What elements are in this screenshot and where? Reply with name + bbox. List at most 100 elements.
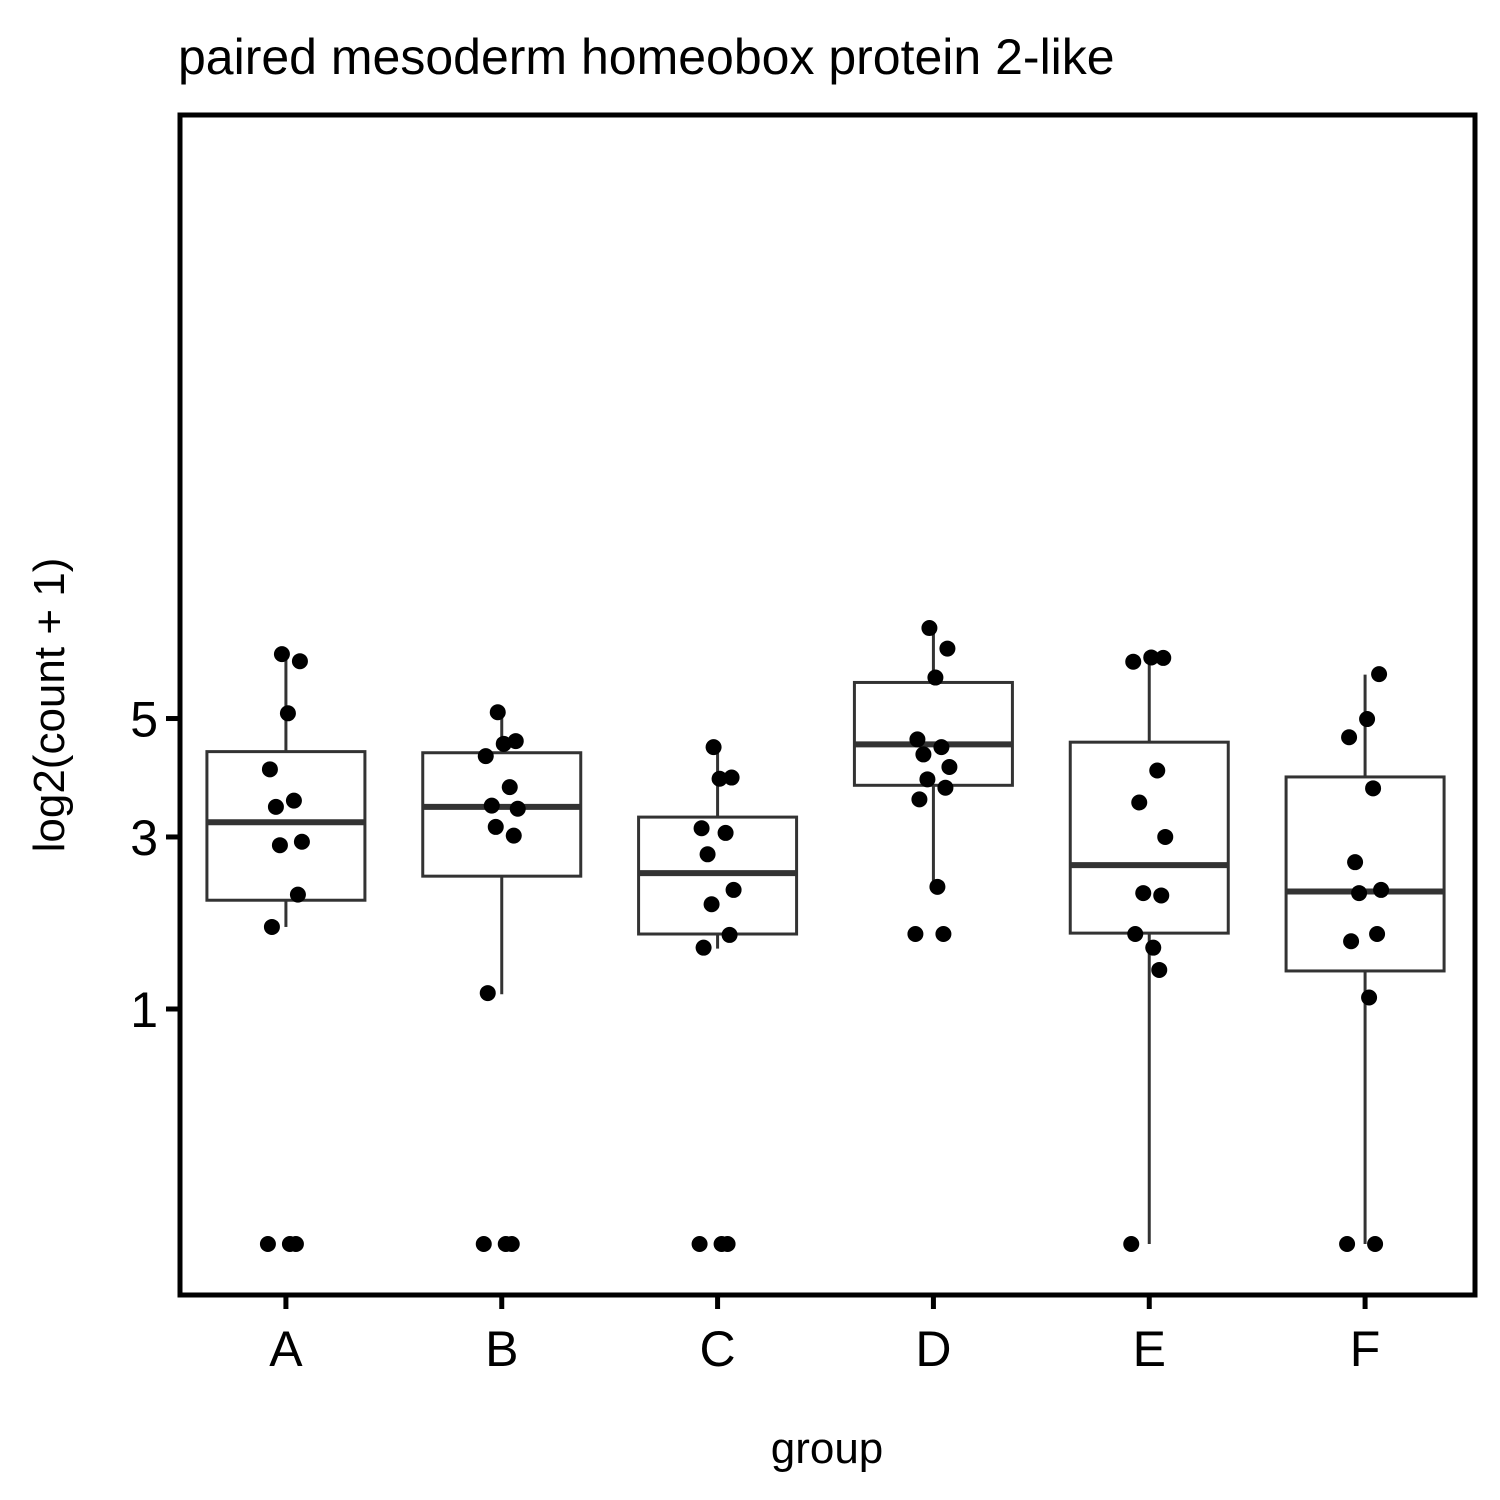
data-point [717, 824, 734, 841]
data-point [487, 818, 504, 835]
data-point [285, 792, 302, 809]
boxes-layer [205, 628, 1446, 1244]
data-point [281, 1236, 298, 1252]
data-point [711, 770, 728, 787]
data-point [1351, 885, 1368, 902]
data-point [259, 1236, 276, 1252]
x-tick-label: F [1350, 1321, 1381, 1377]
box-group-E [1068, 659, 1230, 1244]
data-point [271, 837, 288, 854]
data-point [939, 640, 956, 657]
box-iqr [1284, 775, 1446, 973]
x-axis: A B C D E F [269, 1295, 1380, 1377]
data-point [507, 733, 524, 750]
data-point [921, 620, 938, 637]
data-point [1127, 926, 1144, 943]
y-tick-label: 1 [130, 982, 158, 1038]
data-point [279, 705, 296, 722]
data-point [497, 1236, 514, 1252]
data-point [911, 791, 928, 808]
data-point [695, 939, 712, 956]
data-point [479, 985, 496, 1002]
x-tick-label: C [700, 1321, 736, 1377]
data-point [1153, 887, 1170, 904]
data-point [1341, 729, 1358, 746]
x-tick-label: A [269, 1321, 303, 1377]
box-iqr [852, 680, 1014, 787]
data-point [1143, 649, 1160, 666]
data-point [1343, 933, 1360, 950]
data-point [1125, 653, 1142, 670]
data-point [1123, 1236, 1140, 1252]
box-iqr [1068, 740, 1230, 935]
x-tick-label: E [1133, 1321, 1166, 1377]
box-group-F [1284, 674, 1446, 1244]
box-group-D [852, 628, 1014, 887]
data-point [267, 798, 284, 815]
data-point [1149, 762, 1166, 779]
data-point [1365, 780, 1382, 797]
data-point [1135, 885, 1152, 902]
data-point [723, 769, 740, 786]
data-point [927, 669, 944, 686]
data-point [509, 800, 526, 817]
data-point [703, 896, 720, 913]
data-point [1347, 854, 1364, 871]
data-point [505, 827, 522, 844]
data-point [935, 926, 952, 943]
box-group-A [205, 654, 367, 927]
x-tick-label: B [485, 1321, 518, 1377]
data-point [1151, 961, 1168, 978]
y-tick-label: 3 [130, 810, 158, 866]
data-point [699, 846, 716, 863]
y-axis-title: log2(count + 1) [25, 558, 74, 853]
data-point [1145, 939, 1162, 956]
data-point [263, 918, 280, 935]
data-point [489, 704, 506, 721]
box-group-B [421, 711, 583, 995]
box-iqr [205, 750, 367, 902]
data-point [273, 646, 290, 663]
data-point [1369, 926, 1386, 943]
y-axis: 1 3 5 [130, 692, 180, 1038]
data-point [693, 820, 710, 837]
chart-title: paired mesoderm homeobox protein 2-like [178, 29, 1115, 85]
plot-panel-border [177, 112, 1478, 1298]
data-point [941, 759, 958, 776]
data-point [691, 1236, 708, 1252]
data-point [1371, 666, 1388, 683]
data-point [725, 881, 742, 898]
data-point [713, 1236, 730, 1252]
data-point [1373, 881, 1390, 898]
data-point [929, 878, 946, 895]
data-point [1359, 711, 1376, 728]
data-point [1367, 1236, 1384, 1252]
data-point [909, 731, 926, 748]
data-point [477, 748, 494, 765]
data-point [1155, 649, 1172, 666]
data-point [721, 926, 738, 943]
data-point [705, 739, 722, 756]
data-point [1157, 828, 1174, 845]
data-point [1361, 989, 1378, 1006]
data-point [1131, 794, 1148, 811]
data-point [1339, 1236, 1356, 1252]
data-point [483, 797, 500, 814]
data-point [495, 735, 512, 752]
data-point [915, 746, 932, 763]
y-tick-label: 5 [130, 692, 158, 748]
box-group-C [637, 747, 799, 949]
data-point [919, 771, 936, 788]
data-point [289, 886, 306, 903]
data-point [291, 653, 308, 670]
data-point [475, 1236, 492, 1252]
data-point [501, 779, 518, 796]
x-axis-title: group [771, 1424, 884, 1473]
data-point [261, 761, 278, 778]
x-tick-label: D [915, 1321, 951, 1377]
data-point [933, 739, 950, 756]
box-iqr [421, 751, 583, 878]
data-point [293, 833, 310, 850]
data-point [937, 779, 954, 796]
